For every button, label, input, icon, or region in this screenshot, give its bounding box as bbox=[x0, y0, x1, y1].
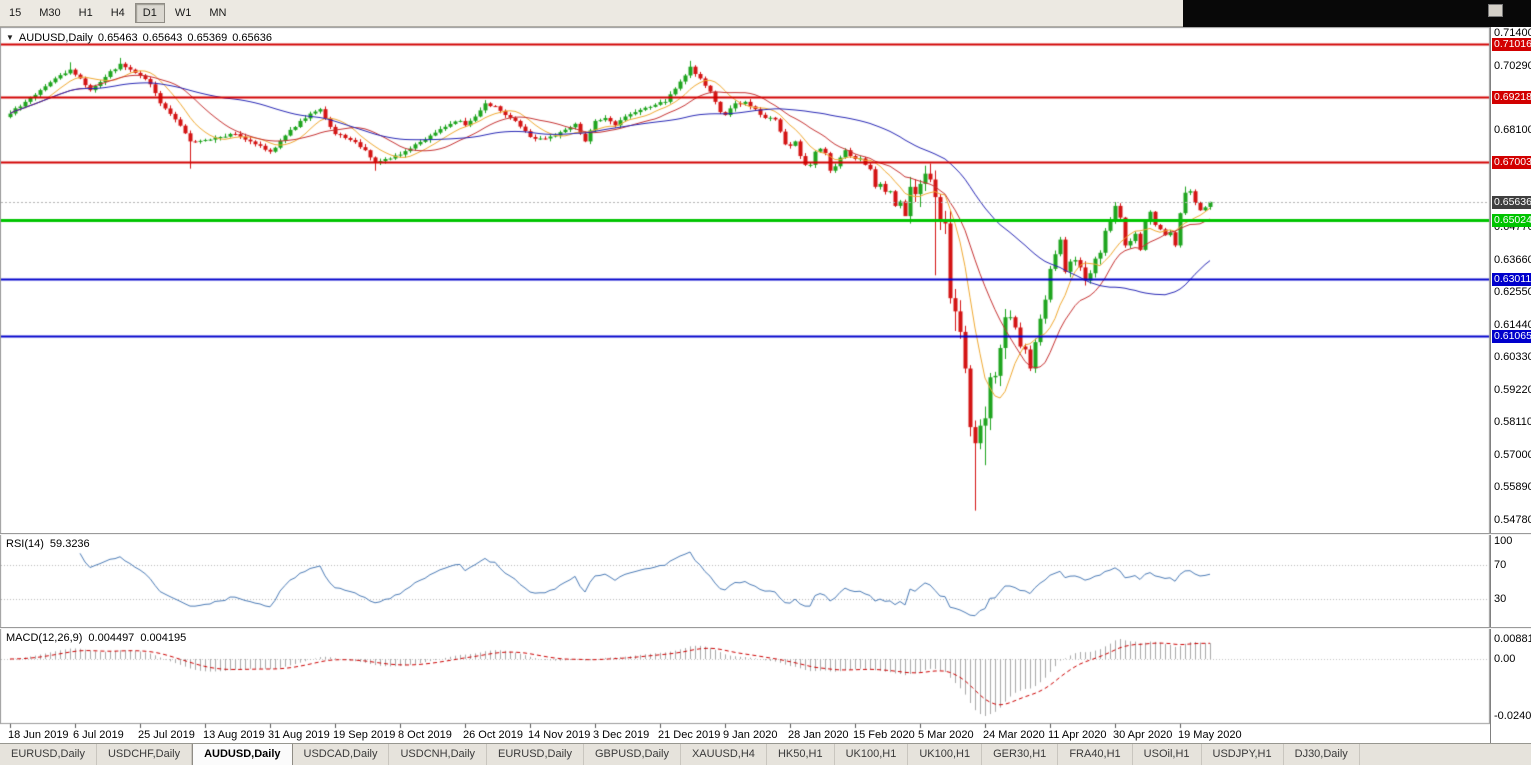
level-price-label: 0.71016 bbox=[1492, 38, 1531, 51]
macd-signal-value: 0.004195 bbox=[140, 632, 187, 644]
date-label: 13 Aug 2019 bbox=[203, 729, 265, 741]
price-tick-label: 0.60330 bbox=[1494, 351, 1531, 363]
chart-tab-uk100-h1[interactable]: UK100,H1 bbox=[834, 744, 909, 765]
price-tick-label: 0.55890 bbox=[1494, 481, 1531, 493]
date-label: 24 Mar 2020 bbox=[983, 729, 1045, 741]
price-chart-canvas[interactable] bbox=[0, 27, 1490, 743]
level-price-label: 0.61065 bbox=[1492, 330, 1531, 343]
rsi-tick-label: 30 bbox=[1494, 593, 1507, 605]
date-label: 19 May 2020 bbox=[1178, 729, 1242, 741]
chart-info-line: ▼ AUDUSD,Daily 0.65463 0.65643 0.65369 0.6563… bbox=[6, 32, 277, 44]
price-scale[interactable]: 0.71400 0.70290 0.68100 0.64770 0.63660 0.625… bbox=[1490, 27, 1531, 743]
chart-menu-icon[interactable]: ▼ bbox=[6, 33, 14, 42]
price-tick-label: 0.68100 bbox=[1494, 124, 1531, 136]
chart-tab-xauusd-h4[interactable]: XAUUSD,H4 bbox=[680, 744, 767, 765]
timeframe-toolbar: 15 M30 H1 H4 D1 W1 MN bbox=[0, 0, 1531, 27]
chart-tab-usoil-h1[interactable]: USOil,H1 bbox=[1132, 744, 1202, 765]
date-label: 31 Aug 2019 bbox=[268, 729, 330, 741]
macd-zero-label: 0.00 bbox=[1494, 653, 1516, 665]
chart-window: ▼ AUDUSD,Daily 0.65463 0.65643 0.65369 0.6563… bbox=[0, 27, 1531, 743]
date-label: 14 Nov 2019 bbox=[528, 729, 591, 741]
date-label: 15 Feb 2020 bbox=[853, 729, 915, 741]
panel-separator-macd[interactable] bbox=[0, 627, 1531, 629]
price-tick-label: 0.57000 bbox=[1494, 449, 1531, 461]
date-label: 6 Jul 2019 bbox=[73, 729, 124, 741]
price-tick-label: 0.62550 bbox=[1494, 286, 1531, 298]
macd-max-label: 0.008815 bbox=[1494, 633, 1531, 645]
price-tick-label: 0.63660 bbox=[1494, 254, 1531, 266]
current-price-label: 0.65636 bbox=[1492, 196, 1531, 209]
chart-tab-ger30-h1[interactable]: GER30,H1 bbox=[982, 744, 1059, 765]
ohlc-low: 0.65369 bbox=[187, 32, 228, 44]
timeframe-button-m30[interactable]: M30 bbox=[39, 7, 61, 19]
timeframe-buttons: 15 M30 H1 H4 D1 W1 MN bbox=[0, 3, 235, 23]
macd-name: MACD(12,26,9) bbox=[6, 632, 83, 644]
chart-tab-eurusd-daily[interactable]: EURUSD,Daily bbox=[487, 744, 584, 765]
timeframe-button-15[interactable]: 15 bbox=[9, 7, 22, 19]
date-label: 28 Jan 2020 bbox=[788, 729, 849, 741]
corner-box bbox=[1488, 4, 1503, 17]
chart-tabs-bar: EURUSD,Daily USDCHF,Daily AUDUSD,Daily USDC… bbox=[0, 743, 1531, 765]
level-price-label: 0.67003 bbox=[1492, 156, 1531, 169]
rsi-name: RSI(14) bbox=[6, 538, 44, 550]
price-tick-label: 0.54780 bbox=[1494, 514, 1531, 526]
chart-tab-usdchf-daily[interactable]: USDCHF,Daily bbox=[96, 744, 193, 765]
date-label: 19 Sep 2019 bbox=[333, 729, 396, 741]
level-price-label: 0.63011 bbox=[1492, 273, 1531, 286]
toolbar-dark-area bbox=[1183, 0, 1531, 27]
date-label: 11 Apr 2020 bbox=[1048, 729, 1107, 741]
ohlc-open: 0.65463 bbox=[97, 32, 138, 44]
price-tick-label: 0.61440 bbox=[1494, 319, 1531, 331]
date-label: 21 Dec 2019 bbox=[658, 729, 721, 741]
timeframe-button-d1[interactable]: D1 bbox=[134, 3, 165, 23]
price-tick-label: 0.71400 bbox=[1494, 27, 1531, 39]
date-label: 25 Jul 2019 bbox=[138, 729, 195, 741]
timeframe-button-w1[interactable]: W1 bbox=[174, 7, 192, 19]
chart-tab-fra40-h1[interactable]: FRA40,H1 bbox=[1058, 744, 1133, 765]
level-price-label: 0.65024 bbox=[1492, 214, 1531, 227]
date-label: 8 Oct 2019 bbox=[398, 729, 452, 741]
date-label: 9 Jan 2020 bbox=[723, 729, 778, 741]
time-axis[interactable]: 18 Jun 2019 6 Jul 2019 25 Jul 2019 13 Aug 2… bbox=[0, 726, 1490, 743]
chart-tab-audusd-daily[interactable]: AUDUSD,Daily bbox=[192, 744, 293, 765]
ohlc-high: 0.65643 bbox=[142, 32, 183, 44]
chart-tab-usdcad-daily[interactable]: USDCAD,Daily bbox=[292, 744, 390, 765]
price-tick-label: 0.58110 bbox=[1494, 416, 1531, 428]
timeframe-button-h1[interactable]: H1 bbox=[78, 7, 93, 19]
date-label: 18 Jun 2019 bbox=[8, 729, 69, 741]
timeframe-button-mn[interactable]: MN bbox=[209, 7, 227, 19]
chart-tab-dj30-daily[interactable]: DJ30,Daily bbox=[1283, 744, 1360, 765]
date-label: 5 Mar 2020 bbox=[918, 729, 974, 741]
rsi-tick-label: 70 bbox=[1494, 559, 1507, 571]
price-tick-label: 0.70290 bbox=[1494, 60, 1531, 72]
macd-min-label: -0.02408 bbox=[1494, 710, 1531, 722]
rsi-indicator-label: RSI(14) 59.3236 bbox=[6, 538, 96, 550]
chart-tab-usdjpy-h1[interactable]: USDJPY,H1 bbox=[1201, 744, 1284, 765]
timeframe-button-h4[interactable]: H4 bbox=[110, 7, 125, 19]
date-label: 30 Apr 2020 bbox=[1113, 729, 1173, 741]
ohlc-close: 0.65636 bbox=[232, 32, 272, 44]
date-label: 26 Oct 2019 bbox=[463, 729, 523, 741]
date-label: 3 Dec 2019 bbox=[593, 729, 650, 741]
chart-tab-uk100-h1[interactable]: UK100,H1 bbox=[908, 744, 983, 765]
panel-separator-rsi[interactable] bbox=[0, 533, 1531, 535]
price-tick-label: 0.59220 bbox=[1494, 384, 1531, 396]
macd-main-value: 0.004497 bbox=[88, 632, 135, 644]
chart-tab-usdcnh-daily[interactable]: USDCNH,Daily bbox=[389, 744, 488, 765]
rsi-value: 59.3236 bbox=[49, 538, 90, 550]
chart-symbol-timeframe: AUDUSD,Daily bbox=[18, 32, 93, 44]
chart-tab-eurusd-daily[interactable]: EURUSD,Daily bbox=[0, 744, 97, 765]
rsi-tick-label: 100 bbox=[1494, 535, 1513, 547]
level-price-label: 0.69218 bbox=[1492, 91, 1531, 104]
chart-tab-gbpusd-daily[interactable]: GBPUSD,Daily bbox=[584, 744, 681, 765]
macd-indicator-label: MACD(12,26,9) 0.004497 0.004195 bbox=[6, 632, 192, 644]
chart-tab-hk50-h1[interactable]: HK50,H1 bbox=[766, 744, 835, 765]
